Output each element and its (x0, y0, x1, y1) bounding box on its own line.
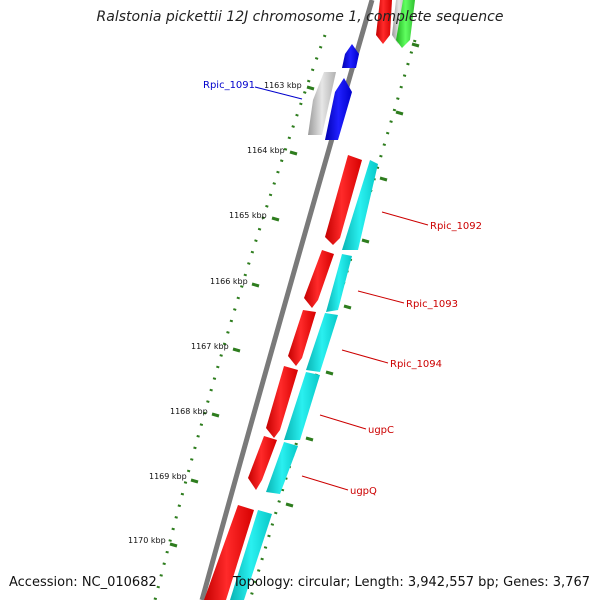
gene-top-red[interactable] (376, 0, 392, 44)
scale-track (153, 34, 327, 600)
tick-label-1170: 1170 kbp (128, 536, 166, 545)
gene-ugpc-forward[interactable] (266, 366, 298, 438)
tick-label-1167: 1167 kbp (191, 342, 229, 351)
tick-label-1165: 1165 kbp (229, 211, 267, 220)
label-leaders (254, 86, 429, 491)
gene-rpic-1093-reverse[interactable] (326, 254, 352, 312)
gene-rpic-1092-reverse[interactable] (342, 160, 378, 250)
gene-rpic-1091[interactable] (325, 78, 352, 140)
tick-label-1166: 1166 kbp (210, 277, 248, 286)
gene-label-rpic-1091[interactable]: Rpic_1091 (203, 80, 255, 91)
accession-label: Accession: NC_010682 (9, 575, 157, 590)
gene-rpic-1094-forward[interactable] (288, 310, 316, 366)
gene-ugpq-forward[interactable] (248, 436, 277, 490)
gene-small-blue[interactable] (342, 44, 359, 68)
gene-label-ugpq[interactable]: ugpQ (350, 486, 377, 497)
gene-rpic-1094-reverse[interactable] (306, 313, 338, 372)
gene-labels: Rpic_1091 Rpic_1092 Rpic_1093 Rpic_1094 … (203, 80, 482, 497)
gene-rpic-1093-forward[interactable] (304, 250, 334, 308)
scale-ticks (169, 42, 420, 548)
outer-dotted-track (248, 39, 417, 600)
gene-label-ugpc[interactable]: ugpC (368, 425, 394, 436)
map-title: Ralstonia pickettii 12J chromosome 1, co… (96, 9, 504, 25)
gene-bottom-cyan[interactable] (230, 510, 272, 600)
tick-label-1168: 1168 kbp (170, 407, 208, 416)
gene-rpic-1091-pseudo[interactable] (308, 72, 336, 135)
gene-ugpc-reverse[interactable] (284, 372, 320, 440)
tick-label-1163: 1163 kbp (264, 81, 302, 90)
sequence-summary: Topology: circular; Length: 3,942,557 bp… (232, 575, 590, 590)
gene-label-rpic-1094[interactable]: Rpic_1094 (390, 359, 442, 370)
tick-label-1169: 1169 kbp (149, 472, 187, 481)
gene-label-rpic-1093[interactable]: Rpic_1093 (406, 299, 458, 310)
gene-ugpq-reverse[interactable] (266, 442, 298, 494)
tick-labels: 1163 kbp 1164 kbp 1165 kbp 1166 kbp 1167… (128, 81, 302, 545)
chromosome-backbone (199, 0, 375, 600)
gene-rpic-1092-forward[interactable] (325, 155, 362, 245)
gene-label-rpic-1092[interactable]: Rpic_1092 (430, 221, 482, 232)
tick-label-1164: 1164 kbp (247, 146, 285, 155)
gene-bottom-red[interactable] (204, 505, 254, 600)
gene-top-green[interactable] (396, 0, 415, 48)
